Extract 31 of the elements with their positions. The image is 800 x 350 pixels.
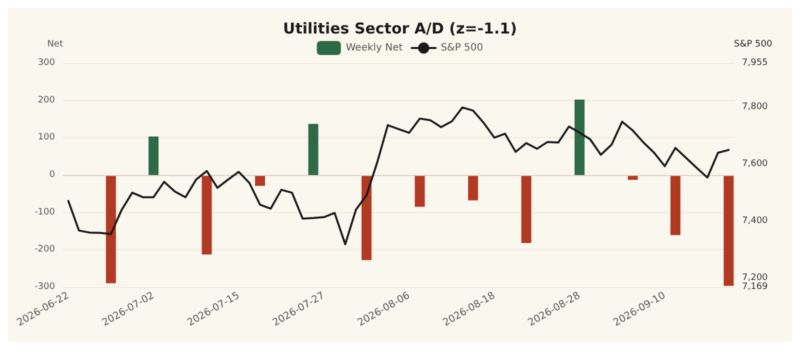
y2-tick-label: 7,400 xyxy=(742,216,768,226)
bar xyxy=(255,175,266,186)
y-axis-title: Net xyxy=(47,40,64,50)
bar xyxy=(521,175,532,243)
chart-title: Utilities Sector A/D (z=-1.1) xyxy=(283,20,517,38)
bar xyxy=(106,175,116,284)
bar xyxy=(724,175,734,286)
bar xyxy=(202,175,212,255)
y2-tick-label: 7,169 xyxy=(742,282,768,292)
bar xyxy=(414,175,425,207)
bar xyxy=(574,100,585,175)
y-tick-label: 100 xyxy=(38,132,56,143)
bar xyxy=(468,175,478,200)
y-tick-label: -100 xyxy=(34,207,56,218)
bar xyxy=(362,175,372,260)
y2-axis-title: S&P 500 xyxy=(734,40,772,50)
y-tick-label: -200 xyxy=(34,244,56,255)
y2-tick-label: 7,200 xyxy=(742,273,768,284)
y-tick-label: 200 xyxy=(38,95,56,106)
y2-tick-label: 7,955 xyxy=(742,58,768,68)
bar xyxy=(308,124,318,175)
y-tick-label: -300 xyxy=(34,282,56,292)
legend-label: S&P 500 xyxy=(440,42,484,54)
legend-label: Weekly Net xyxy=(346,42,403,54)
y-tick-label: 0 xyxy=(49,170,56,180)
y-tick-label: 300 xyxy=(38,58,56,68)
y2-tick-label: 7,600 xyxy=(742,159,768,170)
line-series xyxy=(67,106,730,246)
bar xyxy=(148,136,159,175)
bar xyxy=(670,175,680,236)
y2-tick-label: 7,800 xyxy=(742,102,768,112)
